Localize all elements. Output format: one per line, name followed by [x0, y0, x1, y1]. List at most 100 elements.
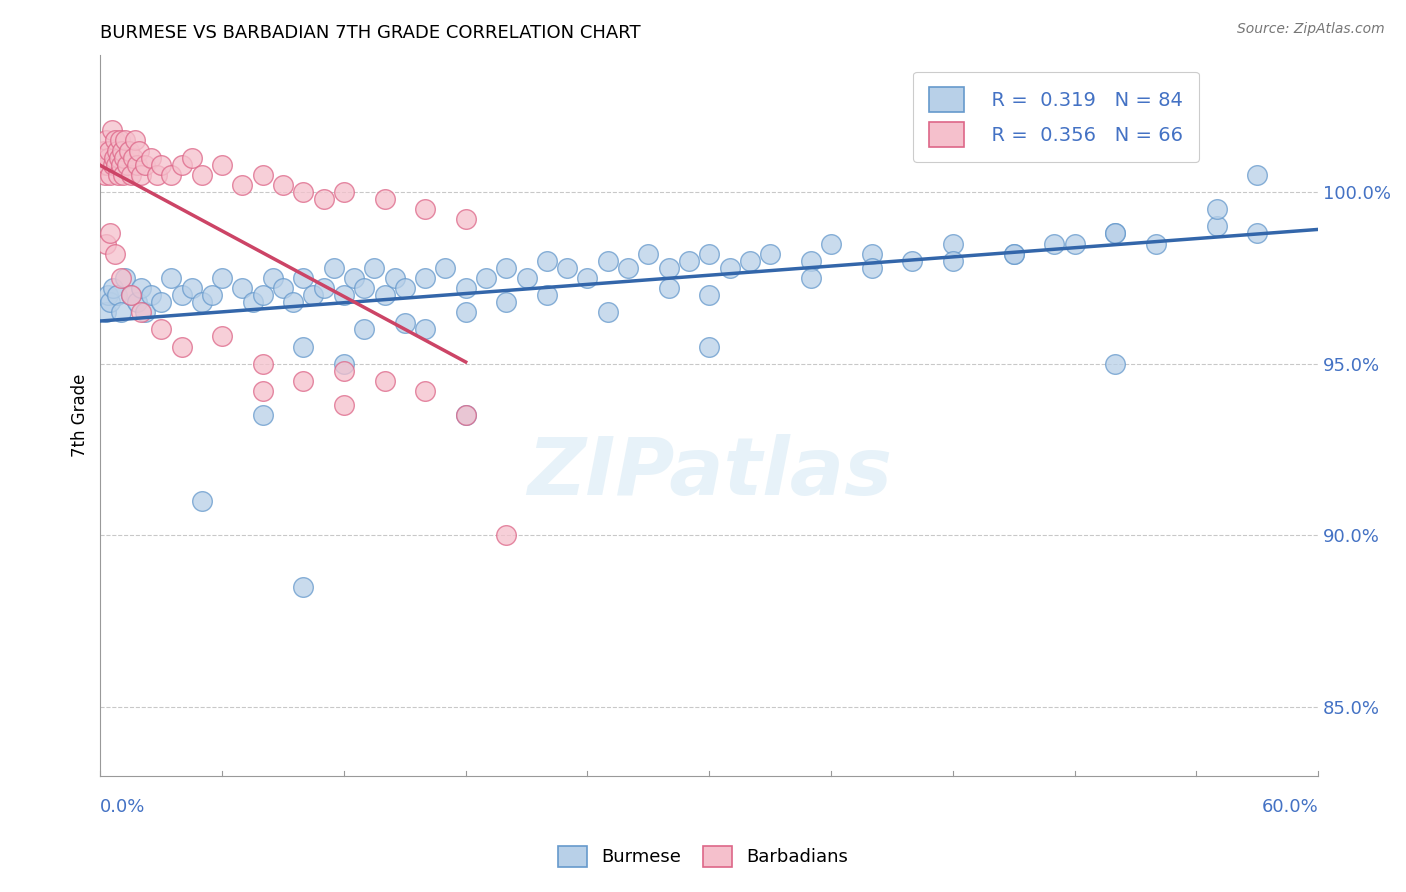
Point — [170, 288, 193, 302]
Point — [124, 133, 146, 147]
Point — [800, 253, 823, 268]
Point — [129, 305, 152, 319]
Point — [413, 271, 436, 285]
Point — [495, 294, 517, 309]
Point — [121, 151, 143, 165]
Point — [1144, 236, 1167, 251]
Point — [191, 494, 214, 508]
Point — [96, 157, 118, 171]
Point — [129, 168, 152, 182]
Point — [108, 133, 131, 147]
Text: 60.0%: 60.0% — [1261, 797, 1319, 815]
Point — [114, 271, 136, 285]
Point — [170, 340, 193, 354]
Point — [292, 580, 315, 594]
Point — [373, 288, 395, 302]
Point — [1002, 247, 1025, 261]
Point — [413, 202, 436, 216]
Point — [901, 253, 924, 268]
Point — [150, 157, 173, 171]
Point — [110, 305, 132, 319]
Point — [100, 168, 122, 182]
Point — [103, 133, 125, 147]
Text: 0.0%: 0.0% — [100, 797, 146, 815]
Point — [252, 409, 274, 423]
Point — [103, 151, 125, 165]
Point — [536, 288, 558, 302]
Point — [353, 281, 375, 295]
Point — [454, 212, 477, 227]
Point — [105, 288, 128, 302]
Point — [678, 253, 700, 268]
Point — [495, 260, 517, 275]
Point — [394, 281, 416, 295]
Point — [191, 168, 214, 182]
Point — [139, 151, 162, 165]
Text: BURMESE VS BARBADIAN 7TH GRADE CORRELATION CHART: BURMESE VS BARBADIAN 7TH GRADE CORRELATI… — [100, 24, 641, 42]
Point — [170, 157, 193, 171]
Point — [252, 384, 274, 399]
Point — [658, 281, 681, 295]
Point — [536, 253, 558, 268]
Point — [718, 260, 741, 275]
Point — [1104, 357, 1126, 371]
Point — [596, 253, 619, 268]
Point — [111, 144, 134, 158]
Point — [333, 398, 356, 412]
Point — [105, 144, 128, 158]
Point — [312, 192, 335, 206]
Point — [454, 409, 477, 423]
Point — [191, 294, 214, 309]
Point — [104, 157, 127, 171]
Text: Source: ZipAtlas.com: Source: ZipAtlas.com — [1237, 22, 1385, 37]
Text: ZIPatlas: ZIPatlas — [527, 434, 891, 512]
Point — [1205, 219, 1227, 234]
Point — [111, 168, 134, 182]
Point — [1246, 168, 1268, 182]
Point — [93, 144, 115, 158]
Point — [112, 151, 135, 165]
Point — [413, 322, 436, 336]
Point — [333, 288, 356, 302]
Point — [576, 271, 599, 285]
Point — [454, 409, 477, 423]
Point — [353, 322, 375, 336]
Point — [262, 271, 284, 285]
Point — [333, 185, 356, 199]
Point — [125, 294, 148, 309]
Point — [107, 168, 129, 182]
Point — [617, 260, 640, 275]
Point — [302, 288, 325, 302]
Point — [96, 305, 118, 319]
Point — [100, 294, 122, 309]
Point — [93, 151, 115, 165]
Point — [180, 151, 202, 165]
Point — [94, 168, 117, 182]
Point — [271, 281, 294, 295]
Point — [252, 288, 274, 302]
Point — [115, 157, 138, 171]
Point — [134, 157, 156, 171]
Point — [333, 357, 356, 371]
Point — [129, 281, 152, 295]
Point — [384, 271, 406, 285]
Point — [1002, 247, 1025, 261]
Point — [107, 151, 129, 165]
Point — [373, 192, 395, 206]
Point — [120, 288, 142, 302]
Point — [738, 253, 761, 268]
Point — [180, 281, 202, 295]
Point — [100, 123, 122, 137]
Point — [101, 157, 124, 171]
Point — [860, 260, 883, 275]
Point — [150, 322, 173, 336]
Point — [800, 271, 823, 285]
Point — [413, 384, 436, 399]
Point — [160, 168, 183, 182]
Point — [120, 168, 142, 182]
Point — [97, 288, 120, 302]
Point — [100, 226, 122, 240]
Point — [120, 288, 142, 302]
Point — [292, 340, 315, 354]
Point — [343, 271, 366, 285]
